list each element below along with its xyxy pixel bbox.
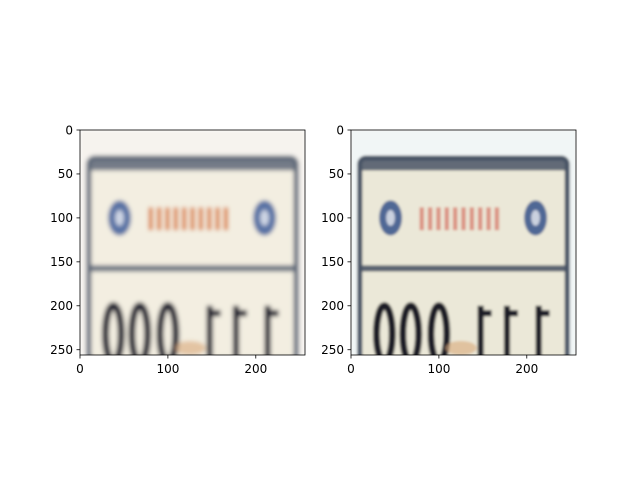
y-tick-label: 150 — [50, 255, 73, 269]
axes-1: 0 100 200 0 50 100 150 200 250 — [50, 123, 306, 376]
plate-image-2 — [351, 130, 576, 355]
x-tick-label: 0 — [76, 362, 84, 376]
axes-frame-1 — [79, 129, 306, 356]
y-tick-label: 200 — [321, 299, 344, 313]
x-tick-label: 200 — [515, 362, 538, 376]
axes-2: 0 100 200 0 50 100 150 200 250 — [321, 123, 577, 376]
y-tick-label: 250 — [50, 343, 73, 357]
y-tick-label: 250 — [321, 343, 344, 357]
axes-frame-2 — [350, 129, 577, 356]
y-tick-label: 0 — [65, 123, 73, 137]
x-tick-label: 100 — [156, 362, 179, 376]
y-tick-label: 50 — [58, 167, 73, 181]
y-tick-label: 50 — [329, 167, 344, 181]
x-tick-label: 100 — [427, 362, 450, 376]
y-tick-label: 0 — [336, 123, 344, 137]
x-tick-label: 0 — [347, 362, 355, 376]
y-tick-label: 150 — [321, 255, 344, 269]
plate-image-1 — [80, 130, 305, 355]
x-tick-label: 200 — [244, 362, 267, 376]
y-tick-label: 100 — [321, 211, 344, 225]
y-tick-label: 100 — [50, 211, 73, 225]
y-tick-label: 200 — [50, 299, 73, 313]
